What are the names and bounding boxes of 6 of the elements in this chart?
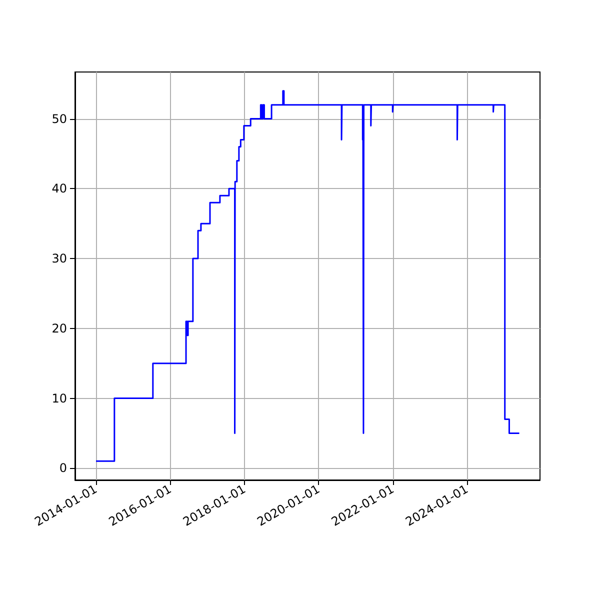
y-tick-label: 50 bbox=[52, 112, 67, 126]
y-tick-label: 30 bbox=[52, 252, 67, 266]
y-tick-label: 10 bbox=[52, 391, 67, 406]
y-tick-label: 20 bbox=[52, 321, 67, 336]
y-tick-label: 40 bbox=[52, 182, 67, 196]
y-tick-label: 0 bbox=[59, 461, 67, 476]
